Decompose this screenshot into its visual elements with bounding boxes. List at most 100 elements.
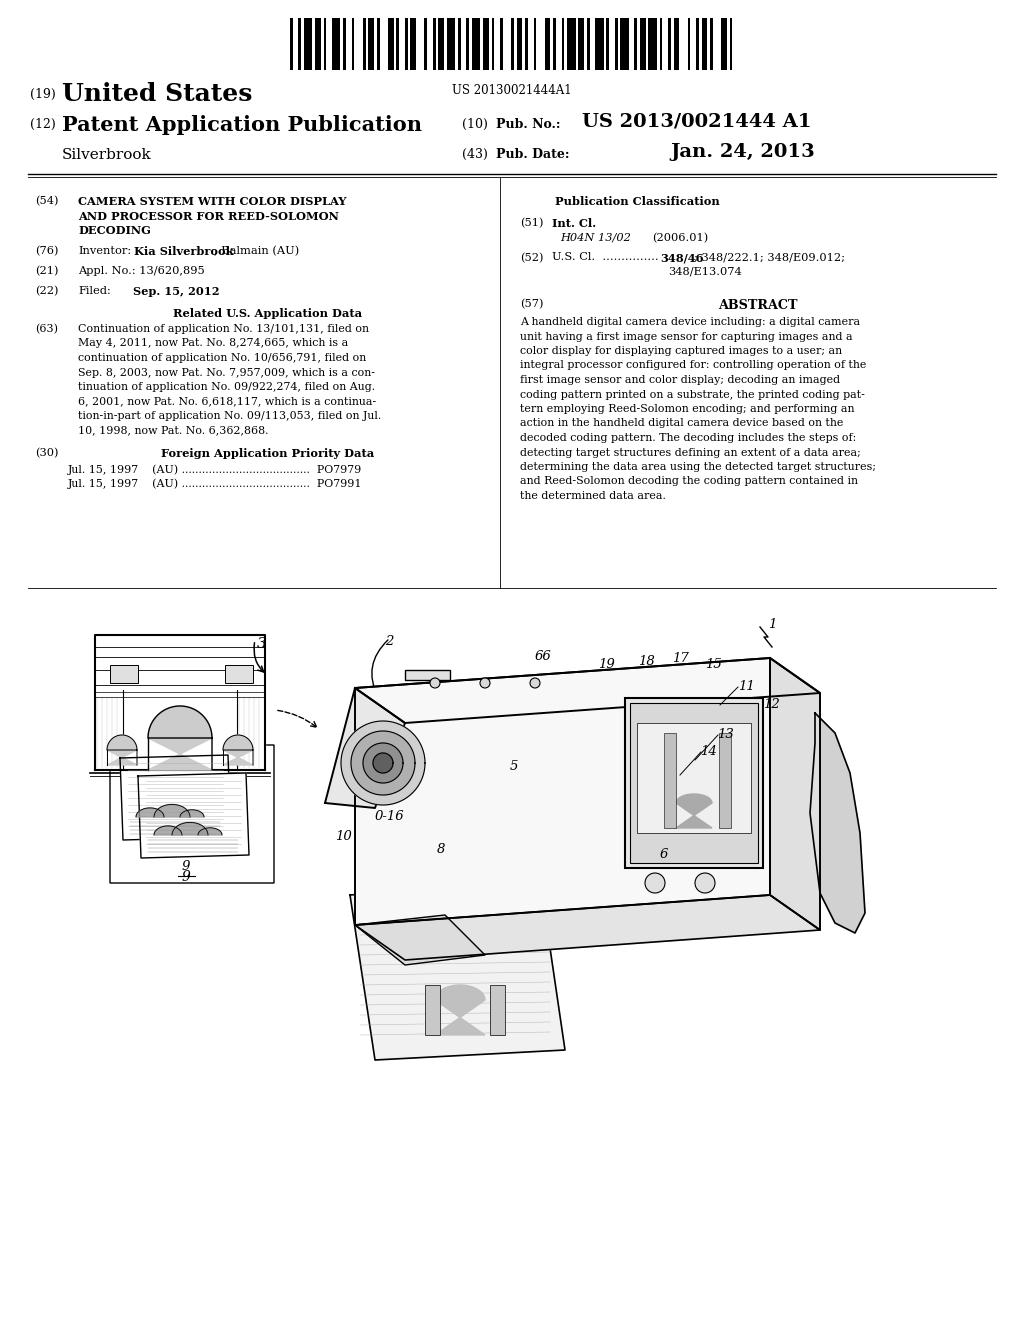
Text: Sep. 15, 2012: Sep. 15, 2012 [133,286,219,297]
Bar [579,18,584,70]
Text: (63): (63) [35,323,58,334]
Text: 3: 3 [257,638,266,651]
Bar [343,18,346,70]
Text: Inventor:: Inventor: [78,246,131,256]
Bar [290,18,293,70]
Text: Jul. 15, 1997    (AU) ......................................  PO7979: Jul. 15, 1997 (AU) .....................… [68,465,362,475]
Bar [377,18,380,70]
Bar [490,985,505,1035]
Bar [438,18,444,70]
Bar [315,18,321,70]
Bar [621,18,629,70]
Bar [545,18,551,70]
Bar [721,18,727,70]
Bar [719,733,731,828]
Polygon shape [373,752,393,774]
Polygon shape [351,731,415,795]
Text: (2006.01): (2006.01) [652,232,709,243]
Text: Pub. Date:: Pub. Date: [496,148,569,161]
Polygon shape [355,657,770,925]
Text: , Balmain (AU): , Balmain (AU) [214,246,299,256]
Bar [625,698,763,869]
Text: 18: 18 [638,655,654,668]
Polygon shape [138,774,249,858]
Text: coding pattern printed on a substrate, the printed coding pat-: coding pattern printed on a substrate, t… [520,389,865,400]
Bar [298,18,301,70]
Text: (51): (51) [520,218,544,228]
Text: (12): (12) [30,117,55,131]
Bar [561,18,564,70]
Bar [304,18,312,70]
Text: CAMERA SYSTEM WITH COLOR DISPLAY: CAMERA SYSTEM WITH COLOR DISPLAY [78,195,346,207]
Polygon shape [325,688,406,808]
Text: (19): (19) [30,88,55,102]
Bar [351,18,354,70]
Bar [687,18,690,70]
Bar [458,18,461,70]
Circle shape [695,873,715,894]
Text: AND PROCESSOR FOR REED-SOLOMON: AND PROCESSOR FOR REED-SOLOMON [78,210,339,222]
Text: Jul. 15, 1997    (AU) ......................................  PO7991: Jul. 15, 1997 (AU) .....................… [68,479,362,490]
Bar [472,18,480,70]
Bar [648,18,656,70]
Bar [630,704,758,863]
Text: 13: 13 [717,729,734,741]
Text: 12: 12 [763,698,779,711]
Text: (57): (57) [520,300,544,309]
Polygon shape [341,721,425,805]
Bar [595,18,603,70]
Text: unit having a first image sensor for capturing images and a: unit having a first image sensor for cap… [520,331,853,342]
Bar [332,18,340,70]
Text: decoded coding pattern. The decoding includes the steps of:: decoded coding pattern. The decoding inc… [520,433,856,444]
Text: 348/46: 348/46 [660,252,703,264]
Polygon shape [355,657,820,723]
Text: first image sensor and color display; decoding an imaged: first image sensor and color display; de… [520,375,840,385]
Polygon shape [106,735,137,766]
Bar [606,18,609,70]
Text: 348/E13.074: 348/E13.074 [668,267,741,277]
Polygon shape [148,706,212,770]
Text: action in the handheld digital camera device based on the: action in the handheld digital camera de… [520,418,844,429]
Polygon shape [154,804,190,817]
Text: US 2013/0021444 A1: US 2013/0021444 A1 [582,114,811,131]
Polygon shape [120,755,231,840]
Text: U.S. Cl.  ...............: U.S. Cl. ............... [552,252,658,263]
Polygon shape [172,822,208,836]
Text: 66: 66 [535,649,552,663]
Polygon shape [676,795,712,828]
Bar [404,18,408,70]
Text: determining the data area using the detected target structures;: determining the data area using the dete… [520,462,876,473]
Text: the determined data area.: the determined data area. [520,491,666,502]
Text: US 20130021444A1: US 20130021444A1 [453,84,571,96]
Text: (43): (43) [462,148,487,161]
Text: tinuation of application No. 09/922,274, filed on Aug.: tinuation of application No. 09/922,274,… [78,381,375,392]
Bar [701,18,708,70]
Bar [110,665,138,682]
Text: (30): (30) [35,447,58,458]
Polygon shape [198,828,222,836]
Text: (52): (52) [520,252,544,263]
Bar [511,18,514,70]
Text: (21): (21) [35,267,58,276]
Text: integral processor configured for: controlling operation of the: integral processor configured for: contr… [520,360,866,371]
Text: tern employing Reed-Solomon encoding; and performing an: tern employing Reed-Solomon encoding; an… [520,404,854,414]
Text: 17: 17 [672,652,689,665]
Text: Sep. 8, 2003, now Pat. No. 7,957,009, which is a con-: Sep. 8, 2003, now Pat. No. 7,957,009, wh… [78,367,375,378]
Text: ; 348/222.1; 348/E09.012;: ; 348/222.1; 348/E09.012; [694,252,845,263]
Bar [492,18,495,70]
Bar [425,985,440,1035]
Text: tion-in-part of application No. 09/113,053, filed on Jul.: tion-in-part of application No. 09/113,0… [78,411,381,421]
Bar [324,18,327,70]
Bar [225,665,253,682]
Polygon shape [180,809,204,817]
Text: 6, 2001, now Pat. No. 6,618,117, which is a continua-: 6, 2001, now Pat. No. 6,618,117, which i… [78,396,376,407]
Text: ABSTRACT: ABSTRACT [718,300,798,312]
Text: (22): (22) [35,286,58,296]
Text: (10): (10) [462,117,487,131]
Polygon shape [810,713,865,933]
Text: 10: 10 [335,830,352,843]
Text: and Reed-Solomon decoding the coding pattern contained in: and Reed-Solomon decoding the coding pat… [520,477,858,487]
Bar [664,733,676,828]
Polygon shape [770,657,820,931]
Text: DECODING: DECODING [78,224,151,236]
